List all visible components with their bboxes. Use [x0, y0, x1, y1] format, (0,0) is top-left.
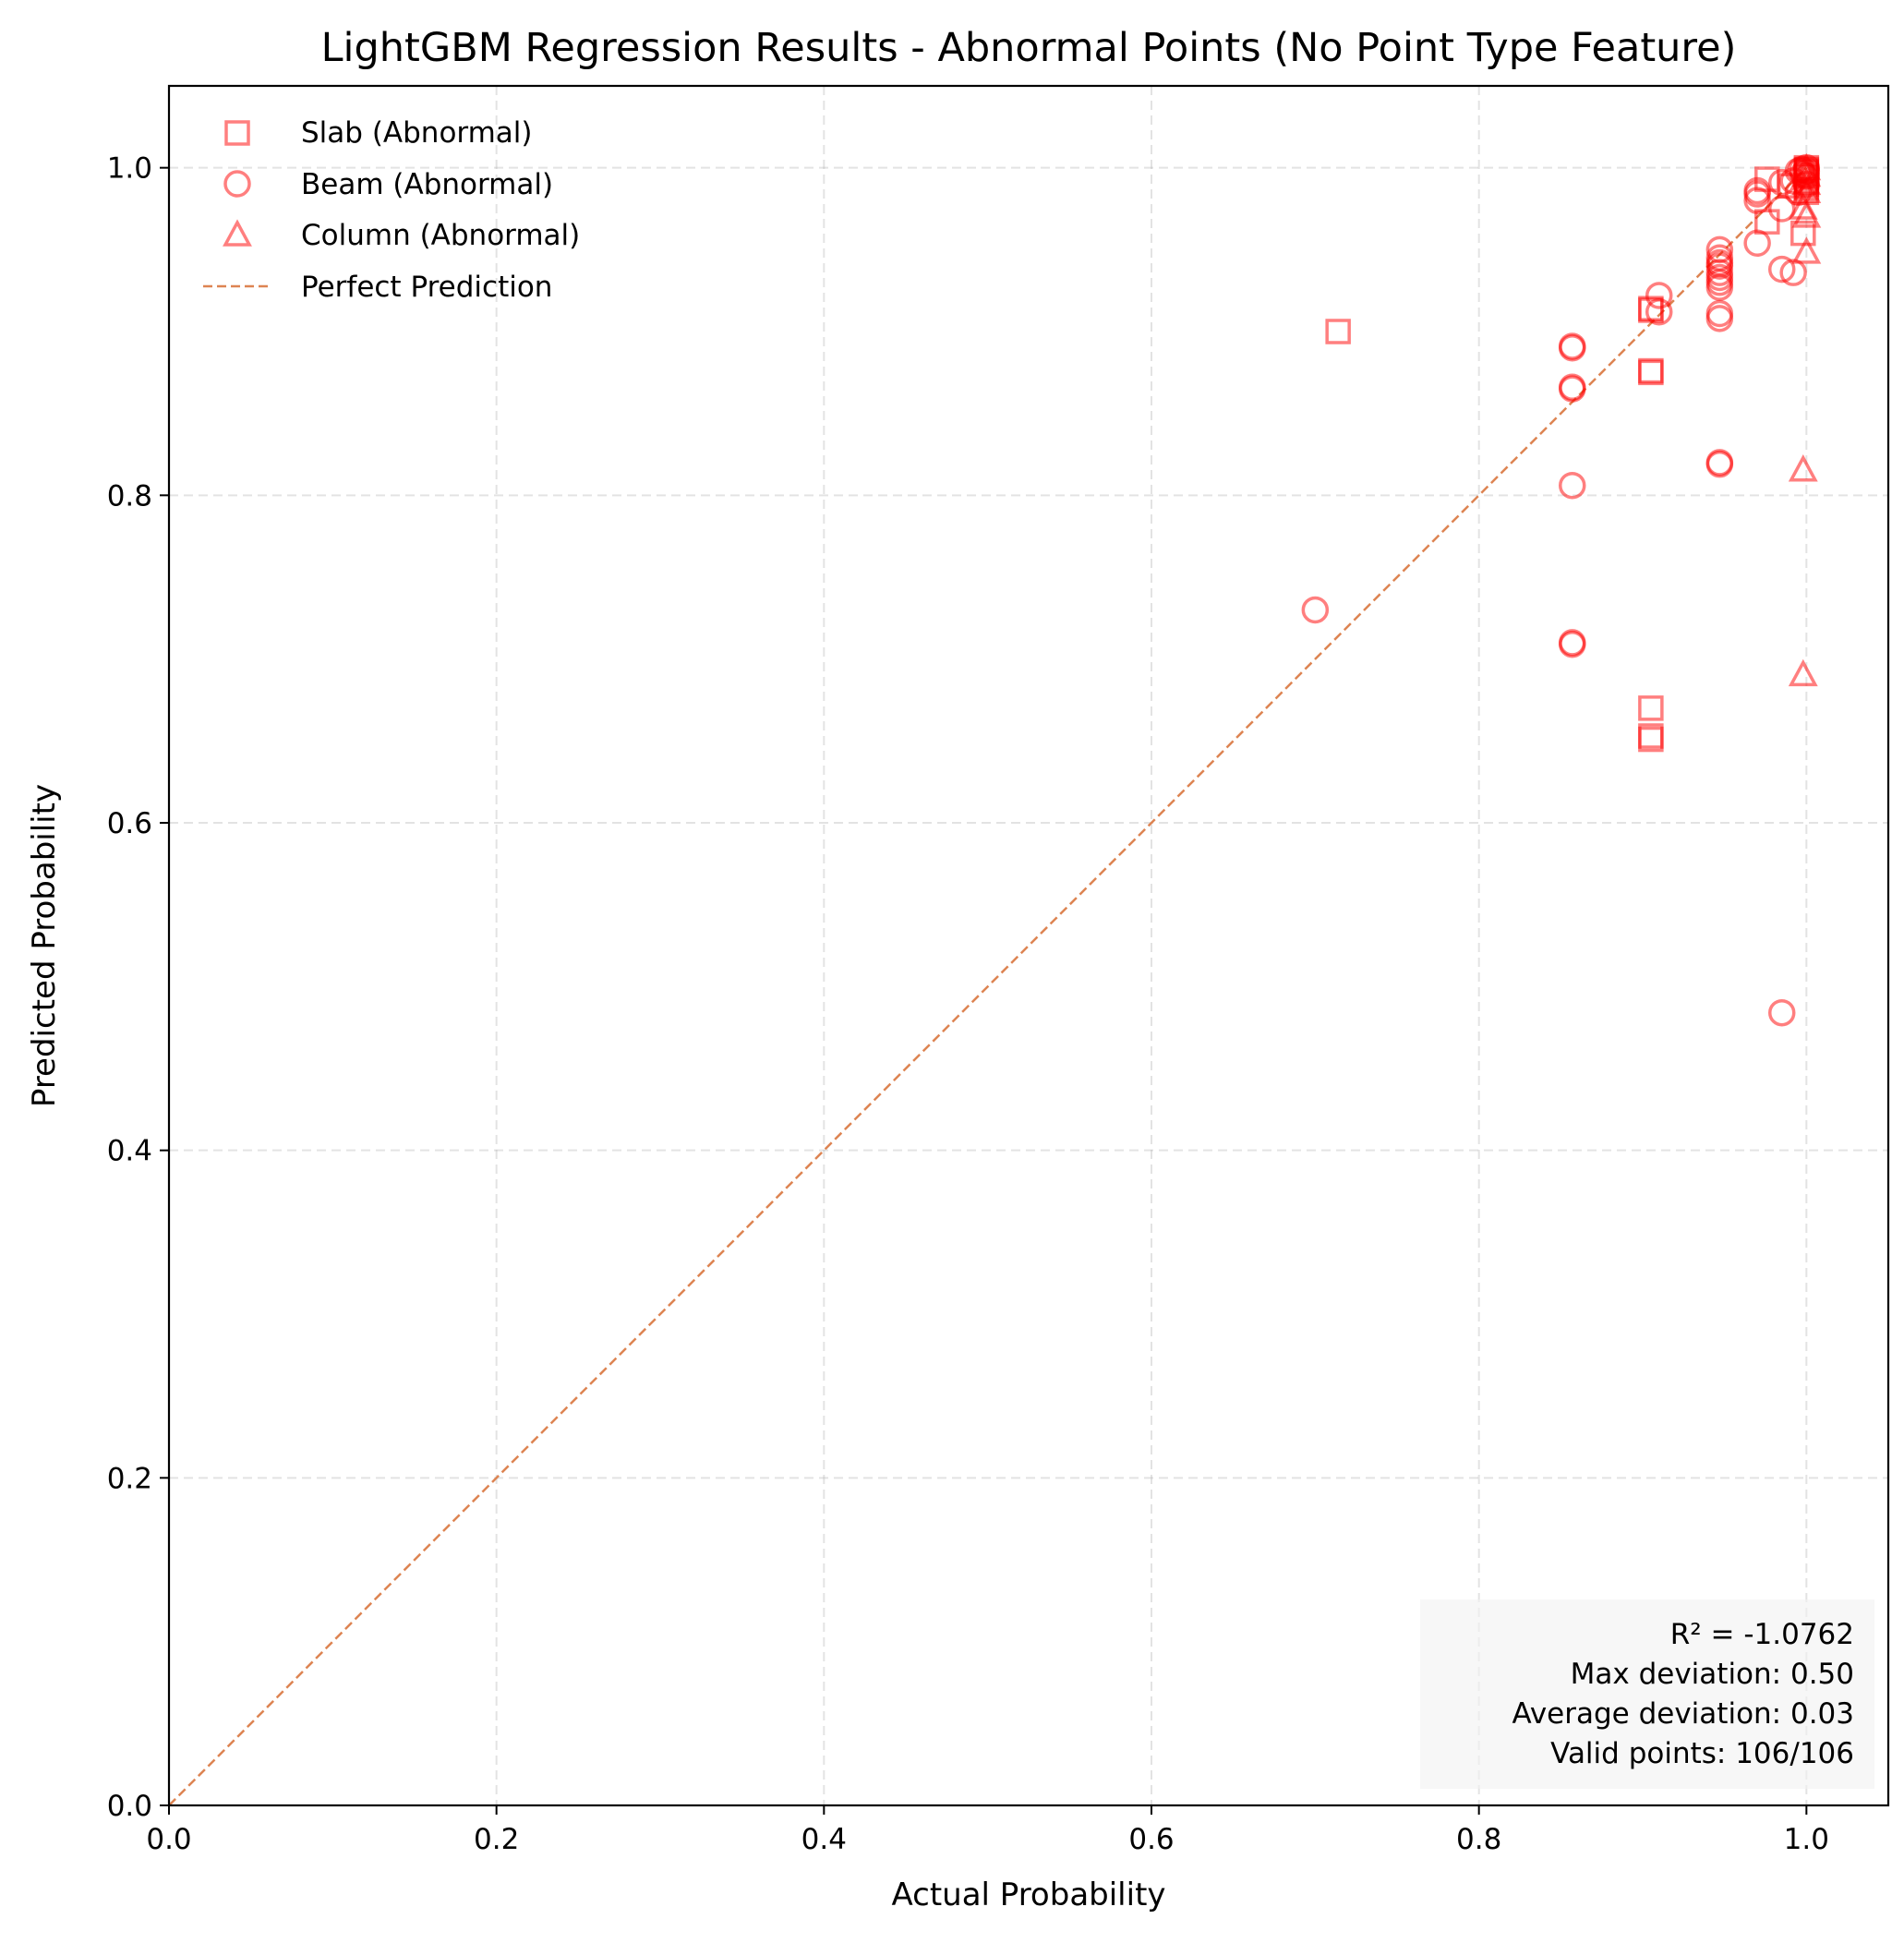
- slab-point: [1638, 726, 1664, 753]
- stat-average-deviation: Average deviation: 0.03: [1512, 1697, 1854, 1731]
- legend: Slab (Abnormal) Beam (Abnormal) Column (…: [203, 116, 580, 304]
- stat-valid-points: Valid points: 106/106: [1550, 1737, 1854, 1770]
- beam-point: [1705, 305, 1734, 332]
- beam-point: [1558, 333, 1586, 362]
- column-point: [1791, 236, 1822, 264]
- axis-ticks: 0.0 0.2 0.4 0.6 0.8 1.0 0.0 0.2 0.4 0.6 0.8 1.0: [107, 152, 1829, 1856]
- y-axis-label: Predicted Probability: [26, 784, 63, 1107]
- beam-point: [1645, 297, 1673, 326]
- legend-label-perfect-prediction: Perfect Prediction: [301, 271, 552, 304]
- beam-point: [1767, 998, 1796, 1027]
- y-tick-label: 0.0: [107, 1790, 152, 1823]
- beam-point: [1301, 596, 1330, 624]
- beam-point: [1743, 187, 1771, 214]
- beam-point: [1767, 195, 1796, 223]
- stat-r-squared: R² = -1.0762: [1670, 1618, 1854, 1651]
- beam-point: [1743, 229, 1771, 257]
- stats-box: R² = -1.0762 Max deviation: 0.50 Average…: [1420, 1599, 1874, 1789]
- beam-point: [1705, 273, 1734, 301]
- legend-square-marker: [224, 120, 250, 146]
- beam-point: [1779, 259, 1807, 286]
- y-tick-label: 0.4: [107, 1135, 152, 1168]
- legend-column: Column (Abnormal): [223, 219, 580, 252]
- beam-point: [1558, 471, 1586, 500]
- beam-point: [1558, 375, 1586, 403]
- data-points: [1301, 152, 1822, 1027]
- beam-point: [1743, 180, 1771, 208]
- legend-label-beam: Beam (Abnormal): [301, 168, 553, 201]
- column-point: [1791, 200, 1822, 228]
- slab-point: [1325, 319, 1351, 344]
- legend-label-slab: Slab (Abnormal): [301, 116, 533, 150]
- legend-circle-marker: [223, 170, 251, 198]
- slab-point: [1638, 695, 1664, 721]
- beam-point: [1767, 255, 1796, 284]
- column-point: [1791, 159, 1822, 187]
- column-point: [1791, 167, 1822, 196]
- legend-label-column: Column (Abnormal): [301, 219, 580, 252]
- y-tick-label: 1.0: [107, 152, 152, 186]
- plot-frame: [167, 84, 1890, 1807]
- beam-point: [1705, 450, 1734, 478]
- x-tick-label: 0.0: [146, 1823, 191, 1856]
- x-axis-label: Actual Probability: [891, 1877, 1165, 1913]
- stat-max-deviation: Max deviation: 0.50: [1571, 1658, 1854, 1691]
- beam-point: [1705, 252, 1734, 280]
- perfect-prediction-diagonal: [168, 166, 1808, 1806]
- legend-slab: Slab (Abnormal): [224, 116, 533, 150]
- chart-title: LightGBM Regression Results - Abnormal P…: [321, 25, 1737, 71]
- slab-point: [1638, 359, 1664, 386]
- y-tick-label: 0.8: [107, 479, 152, 513]
- perfect-prediction-line: [168, 166, 1808, 1806]
- y-tick-label: 0.6: [107, 807, 152, 840]
- y-tick-label: 0.2: [107, 1462, 152, 1495]
- column-point: [1788, 658, 1818, 687]
- x-tick-label: 0.6: [1128, 1823, 1174, 1856]
- x-tick-label: 1.0: [1784, 1823, 1829, 1856]
- legend-triangle-marker: [223, 219, 252, 247]
- x-tick-label: 0.8: [1456, 1823, 1501, 1856]
- stats-background: [1420, 1599, 1874, 1789]
- beam-point: [1645, 282, 1673, 309]
- legend-perfect-prediction: Perfect Prediction: [203, 271, 552, 304]
- column-point: [1788, 454, 1818, 482]
- x-tick-label: 0.4: [801, 1823, 847, 1856]
- x-tick-label: 0.2: [474, 1823, 519, 1856]
- beam-point: [1558, 630, 1586, 658]
- legend-beam: Beam (Abnormal): [223, 168, 553, 201]
